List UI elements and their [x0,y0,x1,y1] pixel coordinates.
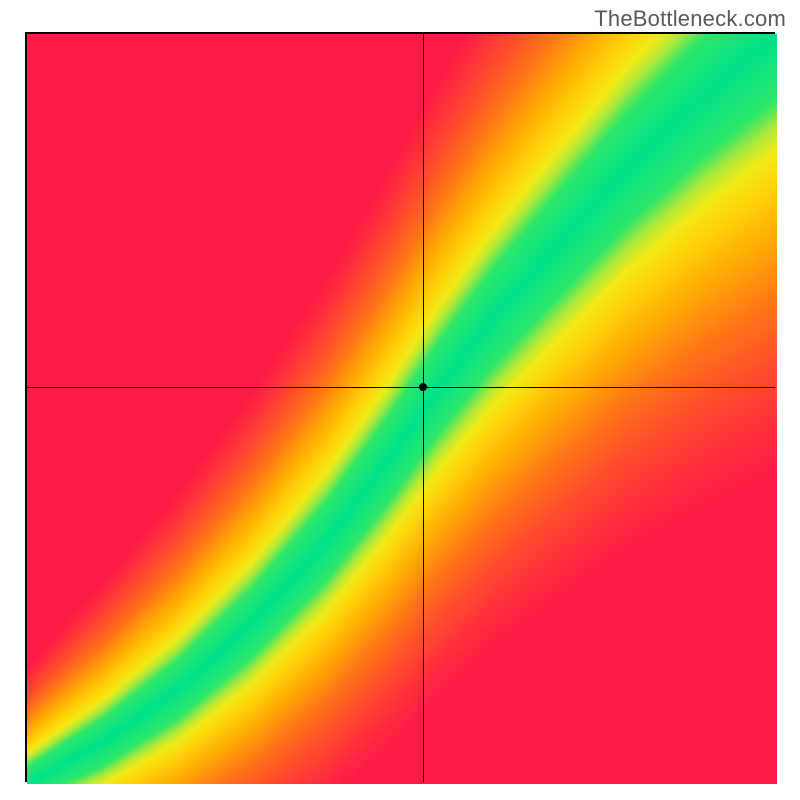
crosshair-horizontal [25,387,775,388]
crosshair-vertical [423,32,424,782]
chart-container: TheBottleneck.com [0,0,800,800]
crosshair-dot [419,383,427,391]
heatmap-canvas [27,34,777,784]
watermark-text: TheBottleneck.com [594,6,786,32]
plot-frame [25,32,775,782]
